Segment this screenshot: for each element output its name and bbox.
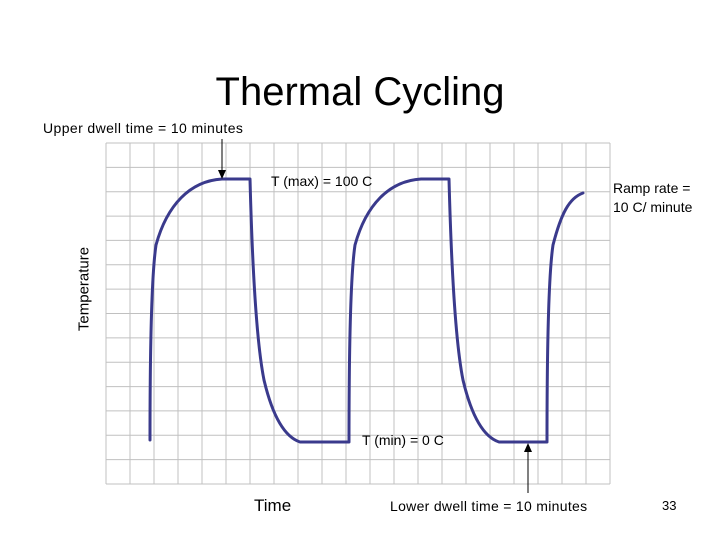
t-min-label: T (min) = 0 C <box>362 432 444 448</box>
x-axis-label: Time <box>254 496 292 515</box>
temperature-curve <box>148 177 585 444</box>
lower-dwell-label: Lower dwell time = 10 minutes <box>390 498 588 514</box>
plot-grid <box>105 142 611 485</box>
t-max-label: T (max) = 100 C <box>271 173 373 189</box>
ramp-rate-line2: 10 C/ minute <box>613 199 693 215</box>
upper-dwell-label: Upper dwell time = 10 minutes <box>43 120 244 136</box>
ramp-rate-label: Ramp rate = 10 C/ minute <box>613 179 692 217</box>
y-axis-label: Temperature <box>75 246 93 332</box>
page-number: 33 <box>662 498 677 513</box>
upper-dwell-arrow <box>218 139 226 179</box>
lower-dwell-arrow <box>524 443 532 493</box>
ramp-rate-line1: Ramp rate = <box>613 180 691 196</box>
slide-title: Thermal Cycling <box>215 70 505 114</box>
